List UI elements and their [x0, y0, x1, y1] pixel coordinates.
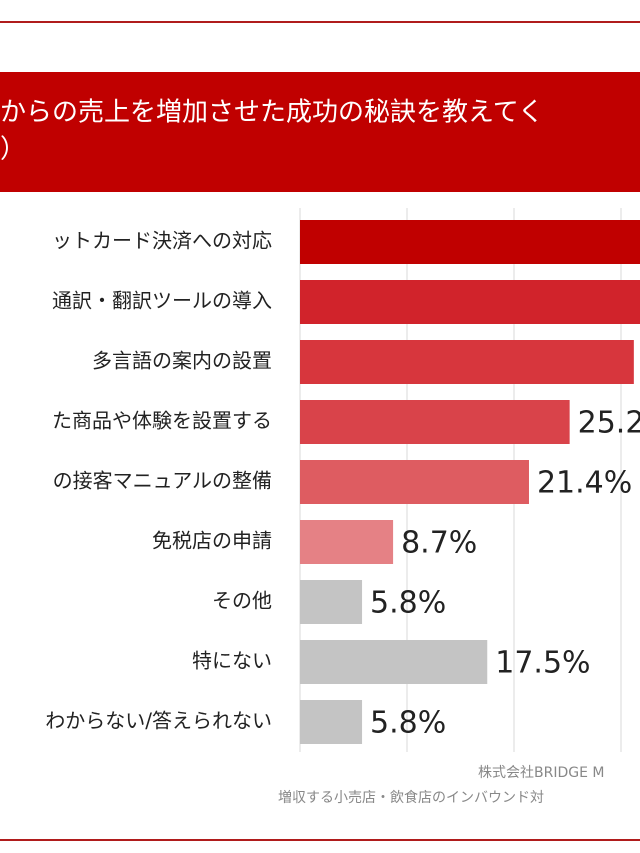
bar: [300, 280, 640, 324]
y-tick-label: 免税店の申請: [152, 529, 272, 553]
bar: [300, 640, 488, 684]
bar: [300, 520, 394, 564]
bar: [300, 700, 363, 744]
y-tick-label: 通訳・翻訳ツールの導入: [52, 289, 272, 313]
y-tick-label: 多言語の案内の設置: [92, 349, 272, 373]
y-tick-label: の接客マニュアルの整備: [53, 469, 272, 493]
chart-title: からの売上を増加させた成功の秘訣を教えてく: [0, 98, 544, 128]
bar: [300, 220, 640, 264]
bar: [300, 340, 634, 384]
y-tick-label: その他: [212, 589, 272, 613]
chart-title: ）: [0, 135, 26, 165]
value-label: 8.7%: [401, 526, 477, 561]
value-label: 5.8%: [370, 586, 446, 621]
y-tick-label: 特にない: [192, 649, 272, 673]
value-label: 21.4%: [537, 466, 632, 501]
title-banner: [0, 72, 640, 192]
source: 増収する小売店・飲食店のインバウンド対: [278, 789, 544, 806]
y-tick-label: わからない/答えられない: [45, 709, 272, 733]
y-tick-label: ットカード決済への対応: [52, 229, 272, 253]
value-label: 17.5%: [495, 646, 590, 681]
bar: [300, 580, 363, 624]
bar: [300, 460, 529, 504]
source: 株式会社BRIDGE M: [478, 765, 604, 781]
value-label: 5.8%: [370, 706, 446, 741]
bar: [300, 400, 570, 444]
value-label: 25.2%: [578, 406, 640, 441]
y-tick-label: た商品や体験を設置する: [52, 409, 272, 433]
